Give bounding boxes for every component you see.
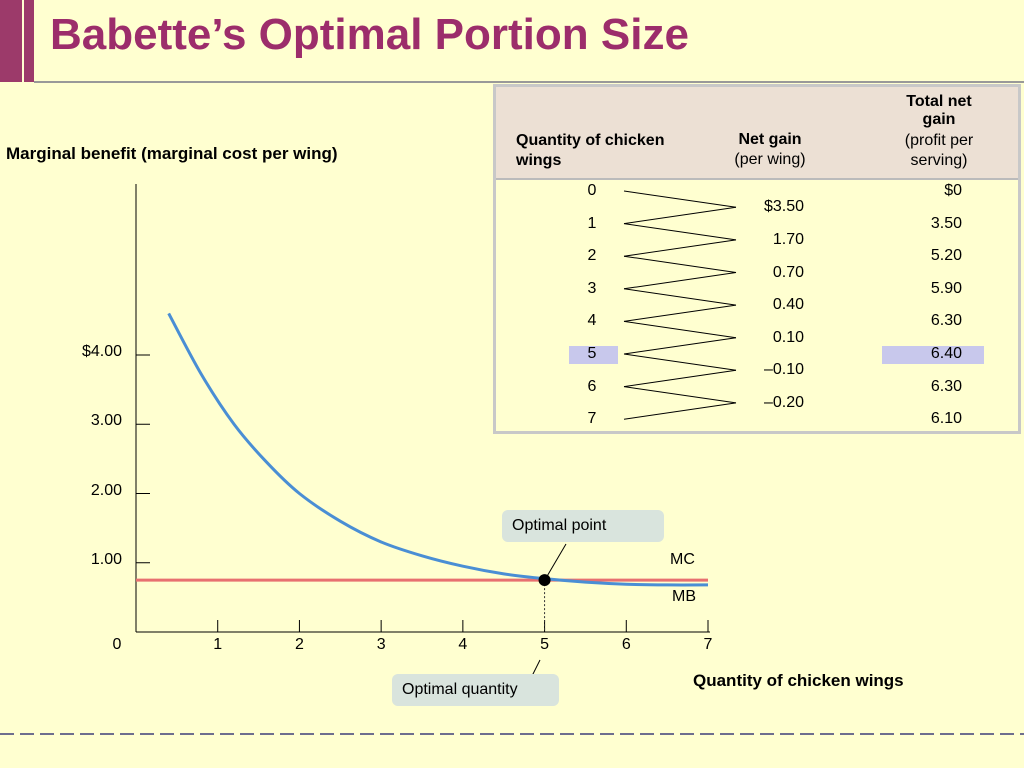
connector-line <box>623 353 737 371</box>
mb-label: MB <box>672 588 696 605</box>
total-cell: $0 <box>944 182 962 199</box>
header-total: Total net gain <box>906 93 972 128</box>
table-header: Quantity of chicken wings Net gain (per … <box>496 87 1018 180</box>
total-cell: 6.30 <box>930 377 962 395</box>
x-tick-label: 0 <box>112 636 122 653</box>
connector-line <box>623 223 737 241</box>
x-tick-label: 2 <box>294 636 304 653</box>
total-cell: 5.20 <box>930 247 962 265</box>
optimal-point-leader <box>545 543 567 579</box>
quantity-cell: 0 <box>587 182 597 199</box>
total-cell: 6.30 <box>930 312 962 330</box>
row-highlight <box>569 346 618 364</box>
connector-line <box>623 337 737 355</box>
net-gain-table: Quantity of chicken wings Net gain (per … <box>493 84 1021 434</box>
connector-line <box>623 320 737 339</box>
optimal-quantity-callout: Optimal quantity <box>392 674 559 706</box>
connector-line <box>623 206 737 225</box>
header-net-gain: Net gain <box>738 131 802 148</box>
connector-line <box>623 272 737 290</box>
accent-bar-narrow <box>24 0 34 82</box>
connector-line <box>623 402 737 420</box>
quantity-cell: 5 <box>587 345 597 362</box>
total-cell: 6.40 <box>930 345 962 362</box>
quantity-cell: 4 <box>587 312 597 330</box>
x-axis-label: Quantity of chicken wings <box>693 671 904 690</box>
connector-line <box>623 239 737 257</box>
x-tick-label: 3 <box>376 636 386 653</box>
row-highlight <box>882 346 984 364</box>
quantity-cell: 3 <box>587 279 597 297</box>
optimal-point-marker <box>538 574 551 587</box>
optimal-quantity-leader <box>531 659 541 677</box>
y-tick-label: $4.00 <box>81 343 122 360</box>
y-tick-label: 3.00 <box>90 412 122 430</box>
net-gain-cell: 1.70 <box>772 230 804 248</box>
net-gain-cell: –0.20 <box>763 393 804 411</box>
y-tick-label: 2.00 <box>90 481 122 499</box>
x-tick-label: 4 <box>458 636 468 653</box>
x-tick-label: 1 <box>213 636 223 653</box>
net-gain-cell: 0.10 <box>772 328 804 346</box>
x-tick-label: 5 <box>540 636 550 653</box>
quantity-cell: 2 <box>587 247 597 265</box>
slide-title: Babette’s Optimal Portion Size <box>50 10 689 59</box>
table-connectors <box>623 190 737 420</box>
x-tick-label: 7 <box>703 636 713 653</box>
accent-bar-wide <box>0 0 22 82</box>
header-net-gain-sub: (per wing) <box>734 151 806 168</box>
mc-label: MC <box>670 551 695 568</box>
connector-line <box>623 304 737 322</box>
total-cell: 5.90 <box>930 279 962 297</box>
title-divider <box>34 81 1024 83</box>
net-gain-cell: $3.50 <box>763 198 804 216</box>
total-cell: 3.50 <box>930 214 962 232</box>
net-gain-cell: 0.40 <box>772 296 804 314</box>
quantity-cell: 1 <box>587 214 597 232</box>
header-quantity: Quantity of chicken wings <box>516 132 665 169</box>
header-total-sub: (profit per serving) <box>904 132 974 169</box>
connector-line <box>623 255 737 273</box>
net-gain-cell: –0.10 <box>763 361 804 379</box>
quantity-cell: 7 <box>587 410 597 428</box>
connector-line <box>623 386 737 404</box>
x-tick-label: 6 <box>621 636 631 653</box>
y-tick-label: 1.00 <box>90 550 122 568</box>
connector-line <box>623 190 737 208</box>
optimal-point-callout: Optimal point <box>502 510 664 542</box>
footer-dashed-rule <box>0 733 1024 735</box>
mb-curve <box>167 312 709 587</box>
connector-line <box>623 288 737 306</box>
net-gain-cell: 0.70 <box>772 263 804 281</box>
y-axis-label: Marginal benefit (marginal cost per wing… <box>6 144 338 163</box>
quantity-cell: 6 <box>587 377 597 395</box>
connector-line <box>623 369 737 388</box>
total-cell: 6.10 <box>930 410 962 428</box>
title-accent-bars <box>0 0 34 82</box>
